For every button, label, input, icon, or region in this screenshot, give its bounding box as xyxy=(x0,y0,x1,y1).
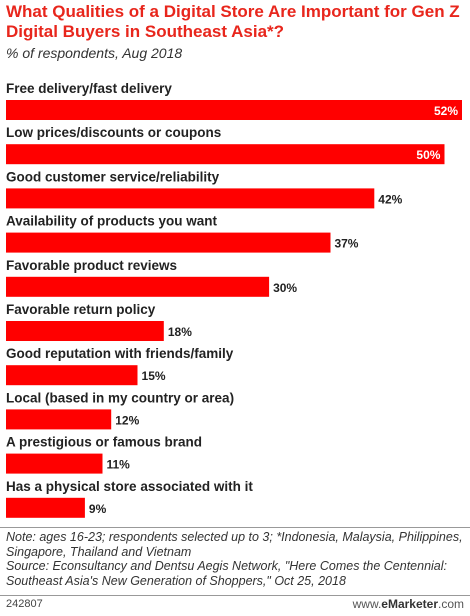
category-label: Good reputation with friends/family xyxy=(6,346,234,361)
value-label: 37% xyxy=(334,237,358,251)
category-label: Low prices/discounts or coupons xyxy=(6,125,221,140)
category-label: Availability of products you want xyxy=(6,214,218,229)
category-label: Favorable return policy xyxy=(6,302,156,317)
category-label: Good customer service/reliability xyxy=(6,169,220,184)
footer-divider xyxy=(0,527,470,528)
value-label: 50% xyxy=(416,148,440,162)
category-label: A prestigious or famous brand xyxy=(6,435,202,450)
note-text: Note: ages 16-23; respondents selected u… xyxy=(6,530,463,559)
bar xyxy=(6,232,331,253)
value-label: 30% xyxy=(273,281,297,295)
value-label: 42% xyxy=(378,192,402,206)
chart-notes: Note: ages 16-23; respondents selected u… xyxy=(6,530,466,588)
chart-title: What Qualities of a Digital Store Are Im… xyxy=(6,2,460,41)
category-label: Free delivery/fast delivery xyxy=(6,81,172,96)
value-label: 9% xyxy=(89,502,107,516)
value-label: 18% xyxy=(168,325,192,339)
category-label: Has a physical store associated with it xyxy=(6,479,253,494)
bottom-divider xyxy=(0,595,470,596)
category-label: Favorable product reviews xyxy=(6,258,177,273)
bar xyxy=(6,365,138,386)
bar xyxy=(6,144,445,165)
source-text: Source: Econsultancy and Dentsu Aegis Ne… xyxy=(6,559,448,588)
bar xyxy=(6,409,112,430)
bar xyxy=(6,497,85,518)
chart-id: 242807 xyxy=(6,598,43,610)
bar xyxy=(6,188,375,209)
brand-logo: www.eMarketer.com xyxy=(352,597,464,611)
category-label: Local (based in my country or area) xyxy=(6,390,234,405)
bar-chart: Free delivery/fast delivery 52% Low prices… xyxy=(6,81,462,518)
chart-subtitle: % of respondents, Aug 2018 xyxy=(6,45,183,61)
value-label: 15% xyxy=(142,369,166,383)
bar xyxy=(6,100,462,120)
value-label: 52% xyxy=(434,104,458,118)
value-label: 12% xyxy=(115,413,139,427)
bar xyxy=(6,453,103,474)
bar xyxy=(6,276,270,297)
value-label: 11% xyxy=(106,458,130,472)
bar xyxy=(6,321,164,341)
